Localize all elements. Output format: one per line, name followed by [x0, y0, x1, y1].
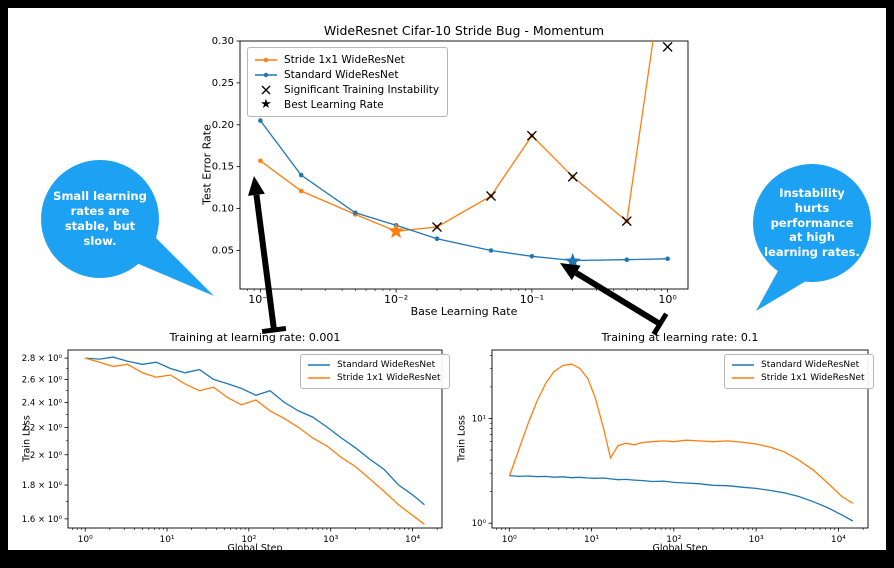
legend-entry: ★ Best Learning Rate [254, 97, 439, 112]
legend-entry: Standard WideResNet [307, 359, 441, 372]
legend-entry: Standard WideResNet [731, 359, 865, 372]
blue-line-swatch-icon [307, 361, 331, 369]
orange-line-swatch-icon [307, 374, 331, 382]
right-bubble-text: Instability hurts performance at high le… [764, 185, 860, 260]
bottom-left-chart-ylabel: Train Loss [21, 415, 33, 462]
left-bubble-text: Small learning rates are stable, but slo… [53, 189, 147, 248]
legend-entry: Stride 1x1 WideResNet [307, 372, 441, 385]
legend-label: Standard WideResNet [761, 360, 860, 371]
bottom-right-chart-ylabel: Train Loss [456, 415, 468, 462]
x-marker-swatch-icon [254, 85, 278, 95]
legend-label: Standard WideResNet [284, 68, 399, 81]
top-chart-xlabel: Base Learning Rate [410, 305, 518, 318]
bottom-left-chart-legend: Standard WideResNet Stride 1x1 WideResNe… [300, 354, 450, 389]
top-chart-ylabel: Test Error Rate [200, 124, 214, 205]
legend-label: Significant Training Instability [284, 83, 440, 96]
legend-label: Stride 1x1 WideResNet [337, 372, 441, 383]
legend-entry: Stride 1x1 WideResNet [731, 372, 865, 385]
legend-label: Standard WideResNet [337, 360, 436, 371]
legend-label: Stride 1x1 WideResNet [284, 53, 405, 66]
bottom-right-chart-legend: Standard WideResNet Stride 1x1 WideResNe… [724, 354, 874, 389]
orange-line-swatch-icon [731, 374, 755, 382]
top-chart-title: WideResnet Cifar-10 Stride Bug - Momentu… [323, 23, 605, 38]
legend-label: Best Learning Rate [284, 98, 384, 111]
legend-label: Stride 1x1 WideResNet [761, 372, 865, 383]
top-chart-legend: Stride 1x1 WideResNet Standard WideResNe… [247, 47, 449, 117]
bottom-left-chart-title: Training at learning rate: 0.001 [169, 331, 341, 344]
left-annotation-bubble: Small learning rates are stable, but slo… [41, 160, 159, 278]
legend-entry: Stride 1x1 WideResNet [254, 52, 439, 67]
right-annotation-bubble: Instability hurts performance at high le… [753, 164, 871, 282]
blue-line-swatch-icon [731, 361, 755, 369]
star-marker-swatch-icon: ★ [260, 96, 272, 112]
blue-line-swatch-icon [254, 70, 278, 80]
legend-entry: Standard WideResNet [254, 67, 439, 82]
bottom-right-chart-xlabel: Global Step [652, 543, 708, 554]
legend-entry: Significant Training Instability [254, 82, 439, 97]
bottom-left-chart-xlabel: Global Step [227, 543, 283, 554]
orange-line-swatch-icon [254, 55, 278, 65]
bottom-right-chart-title: Training at learning rate: 0.1 [601, 331, 759, 344]
